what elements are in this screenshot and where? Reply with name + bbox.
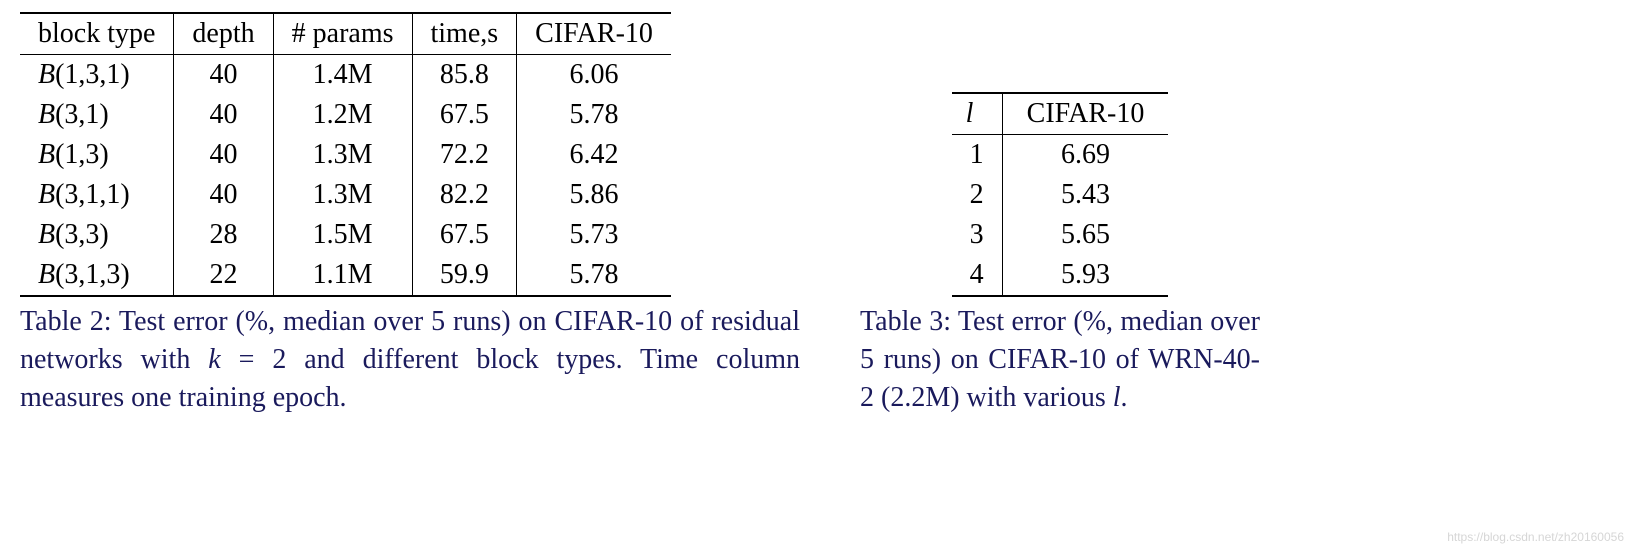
table2: block type depth # params time,s CIFAR-1… [20,12,671,297]
table2-header-row: block type depth # params time,s CIFAR-1… [20,13,671,55]
cell-l: 3 [952,215,1003,255]
table2-block: block type depth # params time,s CIFAR-1… [20,12,800,416]
table-row: B(3,1) 40 1.2M 67.5 5.78 [20,95,671,135]
table3: l CIFAR-10 1 6.69 2 5.43 3 5.65 4 5.93 [952,92,1169,297]
cell-params: 1.3M [273,135,412,175]
cell-time: 72.2 [412,135,517,175]
table-row: 4 5.93 [952,255,1169,296]
table2-caption: Table 2: Test error (%, median over 5 ru… [20,303,800,416]
cell-depth: 40 [174,95,273,135]
table-row: B(1,3) 40 1.3M 72.2 6.42 [20,135,671,175]
cell-cifar: 5.93 [1002,255,1168,296]
table2-header-depth: depth [174,13,273,55]
cell-params: 1.2M [273,95,412,135]
cell-params: 1.1M [273,255,412,296]
caption-text: Table 3: Test error (%, median over 5 ru… [860,306,1260,413]
table3-header-row: l CIFAR-10 [952,93,1169,135]
cell-cifar: 5.78 [517,255,671,296]
cell-depth: 40 [174,135,273,175]
cell-cifar: 5.73 [517,215,671,255]
table-row: 1 6.69 [952,135,1169,176]
cell-params: 1.5M [273,215,412,255]
cell-cifar: 5.43 [1002,175,1168,215]
cell-block: B(3,1) [20,95,174,135]
cell-cifar: 5.78 [517,95,671,135]
cell-time: 59.9 [412,255,517,296]
table2-header-block-type: block type [20,13,174,55]
caption-text: . [1121,382,1128,413]
cell-block: B(3,1,3) [20,255,174,296]
table2-header-cifar: CIFAR-10 [517,13,671,55]
cell-cifar: 5.86 [517,175,671,215]
cell-block: B(1,3) [20,135,174,175]
table-row: B(3,1,3) 22 1.1M 59.9 5.78 [20,255,671,296]
cell-block: B(3,3) [20,215,174,255]
cell-params: 1.3M [273,175,412,215]
table3-block: l CIFAR-10 1 6.69 2 5.43 3 5.65 4 5.93 T… [860,92,1260,416]
table3-caption: Table 3: Test error (%, median over 5 ru… [860,303,1260,416]
cell-time: 85.8 [412,55,517,96]
cell-cifar: 6.69 [1002,135,1168,176]
table-row: B(3,1,1) 40 1.3M 82.2 5.86 [20,175,671,215]
cell-time: 82.2 [412,175,517,215]
cell-params: 1.4M [273,55,412,96]
table-row: 2 5.43 [952,175,1169,215]
table-row: B(1,3,1) 40 1.4M 85.8 6.06 [20,55,671,96]
cell-cifar: 5.65 [1002,215,1168,255]
tables-wrapper: block type depth # params time,s CIFAR-1… [20,12,1612,416]
cell-block: B(3,1,1) [20,175,174,215]
watermark: https://blog.csdn.net/zh20160056 [1447,530,1624,544]
cell-time: 67.5 [412,95,517,135]
table2-header-params: # params [273,13,412,55]
cell-time: 67.5 [412,215,517,255]
caption-var-k: k [208,344,220,375]
cell-block: B(1,3,1) [20,55,174,96]
cell-l: 1 [952,135,1003,176]
cell-cifar: 6.42 [517,135,671,175]
cell-cifar: 6.06 [517,55,671,96]
table3-header-cifar: CIFAR-10 [1002,93,1168,135]
table-row: 3 5.65 [952,215,1169,255]
cell-depth: 28 [174,215,273,255]
cell-depth: 40 [174,55,273,96]
cell-depth: 22 [174,255,273,296]
table3-header-l: l [952,93,1003,135]
cell-l: 4 [952,255,1003,296]
table2-header-time: time,s [412,13,517,55]
cell-l: 2 [952,175,1003,215]
table-row: B(3,3) 28 1.5M 67.5 5.73 [20,215,671,255]
caption-var-l: l [1113,382,1121,413]
cell-depth: 40 [174,175,273,215]
